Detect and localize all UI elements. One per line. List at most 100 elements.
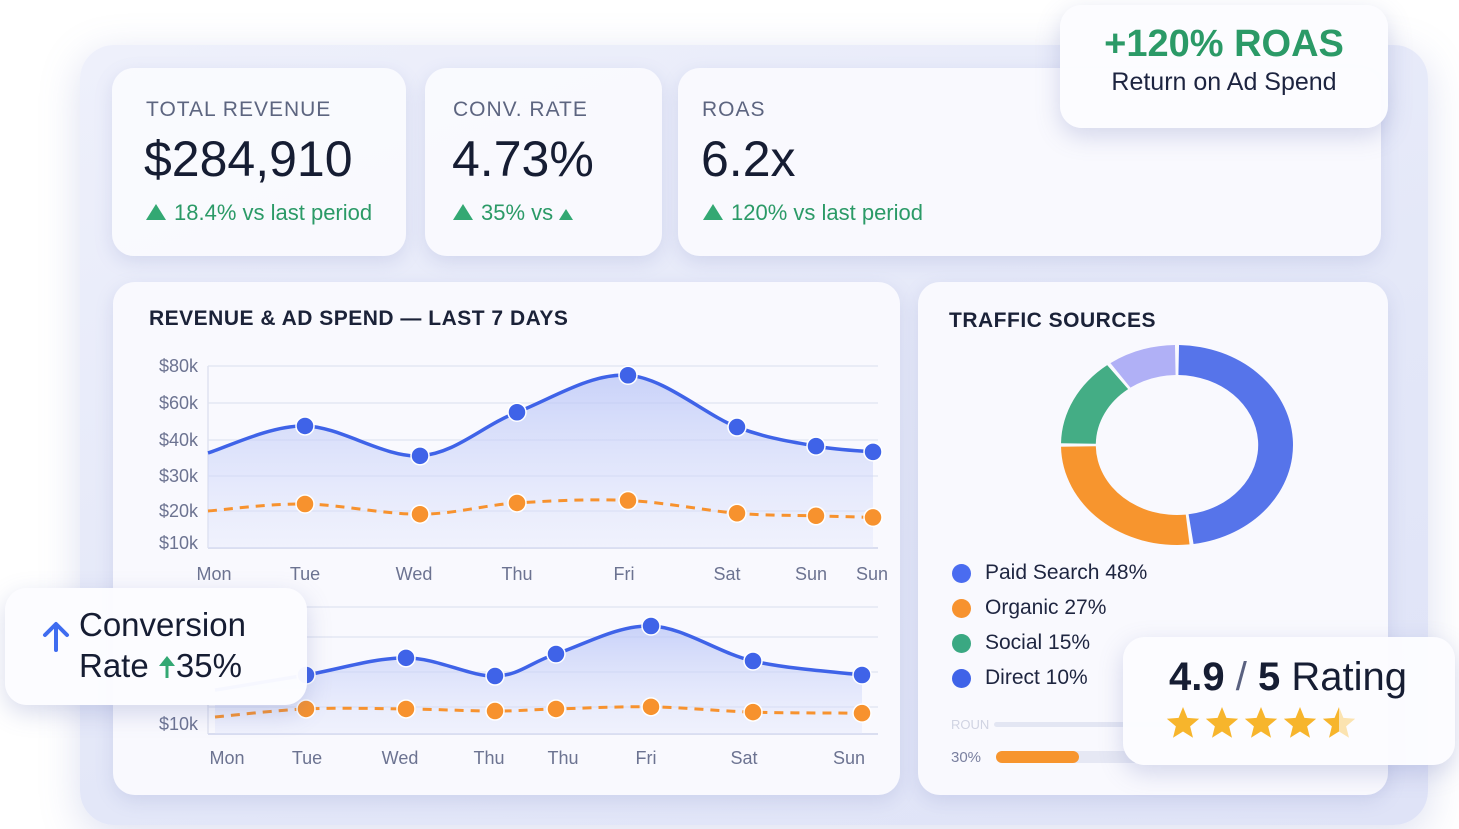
x-tick-label: Sat — [730, 748, 757, 768]
rating-callout: 4.9 / 5 Rating — [1123, 637, 1455, 765]
x-tick-label: Sun — [795, 564, 827, 584]
revenue-point — [295, 416, 315, 436]
x-tick-label: Thu — [547, 748, 578, 768]
progress-fill — [996, 751, 1079, 763]
conversion-line1: Conversion — [79, 606, 246, 643]
revenue-point — [641, 616, 661, 636]
donut-segment-social — [1061, 365, 1129, 444]
ad-spend-point — [863, 507, 883, 528]
kpi-delta: 120% vs last period — [703, 200, 923, 226]
ad-spend-point — [396, 699, 416, 719]
arrow-up-icon — [43, 622, 69, 652]
conversion-label: Rate — [79, 647, 149, 684]
legend-item-paid-search: Paid Search 48% — [952, 561, 1147, 585]
revenue-point — [507, 402, 527, 422]
x-tick-label: Tue — [290, 564, 320, 584]
donut-segment-organic — [1061, 446, 1190, 545]
donut-segment-paid-search — [1178, 345, 1293, 544]
x-tick-label: Wed — [396, 564, 433, 584]
y-tick-label: $20k — [159, 501, 199, 521]
star-icon — [1205, 707, 1239, 738]
kpi-value: 6.2x — [701, 131, 796, 187]
ad-spend-point — [618, 490, 638, 511]
legend-label: Organic 27% — [985, 596, 1107, 619]
legend-label: Social 15% — [985, 631, 1091, 654]
kpi-delta-text: 120% vs last period — [731, 200, 923, 225]
revenue-point — [485, 666, 505, 686]
up-triangle-icon — [453, 204, 473, 220]
progress-label: 30% — [951, 749, 982, 766]
legend-item-direct: Direct 10% — [952, 666, 1088, 690]
up-triangle-icon — [703, 204, 723, 220]
ad-spend-point — [295, 494, 315, 514]
kpi-delta: 18.4% vs last period — [146, 200, 372, 226]
y-tick-label: $60k — [159, 393, 199, 413]
roas-headline: +120% ROAS — [1104, 23, 1344, 65]
ad-spend-point — [852, 703, 872, 723]
kpi-value: 4.73% — [452, 131, 594, 187]
x-tick-label: Mon — [196, 564, 231, 584]
x-tick-label: Mon — [209, 748, 244, 768]
ad-spend-point — [806, 506, 826, 526]
ad-spend-point — [410, 504, 430, 524]
arrow-up-icon — [158, 656, 175, 678]
x-tick-label: Fri — [614, 564, 635, 584]
x-tick-label: Sun — [833, 748, 865, 768]
rating-max: 5 — [1257, 655, 1281, 699]
revenue-point — [546, 644, 566, 664]
legend-item-social: Social 15% — [952, 631, 1090, 655]
chart-title: REVENUE & AD SPEND — LAST 7 DAYS — [149, 307, 569, 330]
traffic-title: TRAFFIC SOURCES — [949, 309, 1156, 332]
x-tick-label: Thu — [473, 748, 504, 768]
revenue-point — [618, 365, 638, 385]
kpi-card-conv-rate[interactable]: CONV. RATE 4.73% 35% vs — [425, 68, 662, 256]
rating-separator: / — [1235, 655, 1247, 699]
star-icon — [1244, 707, 1278, 738]
revenue-point — [806, 436, 826, 456]
legend-label: Paid Search 48% — [985, 561, 1148, 584]
rating-text: 4.9 / 5 Rating — [1169, 655, 1407, 700]
y-tick-label: $40k — [159, 430, 199, 450]
ad-spend-point — [296, 699, 316, 719]
legend-item-organic: Organic 27% — [952, 596, 1106, 620]
ad-spend-point — [546, 699, 566, 719]
ad-spend-point — [485, 701, 505, 721]
star-icon — [1283, 707, 1317, 738]
x-tick-label: Thu — [501, 564, 532, 584]
kpi-card-total-revenue[interactable]: TOTAL REVENUE $284,910 18.4% vs last per… — [112, 68, 406, 256]
x-tick-label: Tue — [292, 748, 322, 768]
progress-track — [994, 722, 1194, 727]
revenue-point — [743, 651, 763, 671]
star-icon — [1322, 707, 1356, 738]
rating-score: 4.9 — [1169, 655, 1225, 699]
legend-dot — [952, 668, 971, 688]
star-rating — [1166, 707, 1356, 738]
kpi-value: $284,910 — [144, 131, 353, 187]
kpi-label: ROAS — [702, 98, 766, 121]
revenue-point — [396, 648, 416, 668]
revenue-point — [863, 442, 883, 462]
roas-subtitle: Return on Ad Spend — [1111, 68, 1337, 96]
x-tick-label: Fri — [636, 748, 657, 768]
conversion-value: 35% — [175, 647, 242, 684]
revenue-point — [410, 446, 430, 466]
up-triangle-icon — [559, 209, 574, 220]
revenue-area — [215, 625, 862, 734]
ad-spend-point — [743, 702, 763, 722]
conversion-line2: Rate 35% — [79, 647, 242, 685]
roas-callout: +120% ROAS Return on Ad Spend — [1060, 5, 1388, 128]
kpi-delta: 35% vs — [453, 200, 581, 226]
conversion-callout: Conversion Rate 35% — [5, 588, 307, 705]
y-tick-label: $10k — [159, 533, 199, 553]
line-chart: $10k Mon Tue Wed Thu Thu Fri Sat Sun — [159, 606, 878, 768]
y-tick-label: $80k — [159, 356, 199, 376]
kpi-delta-text: 35% vs — [481, 200, 554, 225]
x-tick-label: Sun — [856, 564, 888, 584]
line-chart: $80k $60k $40k $30k $20k $10k Mon Tue Wed Thu Fri S… — [159, 356, 888, 584]
y-tick-label: $30k — [159, 466, 199, 486]
revenue-area — [208, 375, 873, 548]
ad-spend-point — [507, 493, 527, 513]
kpi-label: TOTAL REVENUE — [146, 98, 332, 121]
donut-chart — [1061, 345, 1293, 545]
